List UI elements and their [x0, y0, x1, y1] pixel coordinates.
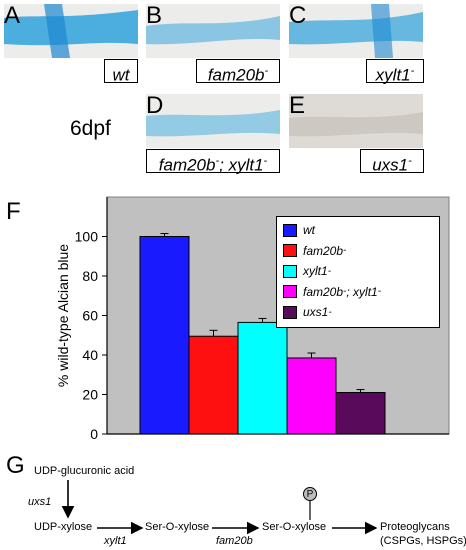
bar	[139, 236, 190, 435]
panel-a-image	[4, 4, 138, 58]
genotype-label-b: fam20b-	[196, 59, 280, 85]
bar	[335, 392, 386, 435]
genotype-label-c: xylt1-	[366, 59, 424, 85]
genotype-label-d: fam20b-; xylt1-	[146, 149, 280, 175]
panel-d-image	[146, 94, 280, 148]
genotype-label-a: wt	[104, 59, 138, 85]
phosphate-icon: P	[303, 487, 317, 501]
figure-letter-f: F	[6, 198, 21, 225]
panel-e-image	[289, 94, 423, 148]
chart-legend: wt fam20b - xylt1- fam20b -; xylt1- uxs1-	[276, 216, 440, 328]
y-tick-label: 100	[75, 229, 99, 245]
legend-item: wt	[283, 220, 433, 241]
panel-letter-e: E	[289, 92, 306, 119]
y-tick-label: 40	[82, 347, 98, 363]
panel-c-image	[289, 4, 423, 58]
bar	[237, 321, 288, 435]
y-axis-label: % wild-type Alcian blue	[55, 244, 71, 387]
y-tick-label: 20	[82, 387, 98, 403]
legend-item: uxs1-	[283, 302, 433, 323]
legend-item: fam20b -; xylt1-	[283, 282, 433, 303]
pathway-enzyme-uxs1: uxs1	[28, 496, 52, 508]
legend-item: fam20b -	[283, 241, 433, 262]
pathway-ser-o-xylose-phospho: Ser-O-xylose	[262, 521, 327, 533]
bar	[188, 335, 239, 435]
stage-label: 6dpf	[70, 117, 111, 140]
panel-letter-d: D	[146, 92, 164, 119]
pathway-ser-o-xylose: Ser-O-xylose	[145, 521, 210, 533]
panel-letter-b: B	[146, 2, 163, 29]
legend-swatch	[283, 223, 297, 237]
legend-item: xylt1-	[283, 261, 433, 282]
panel-letter-a: A	[4, 2, 21, 29]
bar	[286, 357, 337, 435]
legend-swatch	[283, 305, 297, 319]
y-tick-label: 80	[82, 268, 98, 284]
pathway-udp-glucuronic-acid: UDP-glucuronic acid	[34, 465, 135, 477]
y-tick-label: 60	[82, 308, 98, 324]
pathway-proteoglycan-types: (CSPGs, HSPGs)	[380, 535, 466, 547]
genotype-label-e: uxs1-	[360, 149, 424, 175]
legend-swatch	[283, 285, 297, 299]
pathway-udp-xylose: UDP-xylose	[34, 521, 93, 533]
panel-letter-c: C	[289, 2, 307, 29]
pathway-enzyme-xylt1: xylt1	[104, 535, 127, 547]
y-tick-label: 0	[90, 426, 98, 442]
panel-b-image	[146, 4, 280, 58]
figure-letter-g: G	[6, 452, 25, 479]
legend-swatch	[283, 264, 297, 278]
legend-swatch	[283, 244, 297, 258]
pathway-proteoglycans: Proteoglycans	[380, 521, 450, 533]
pathway-enzyme-fam20b: fam20b	[216, 535, 253, 547]
